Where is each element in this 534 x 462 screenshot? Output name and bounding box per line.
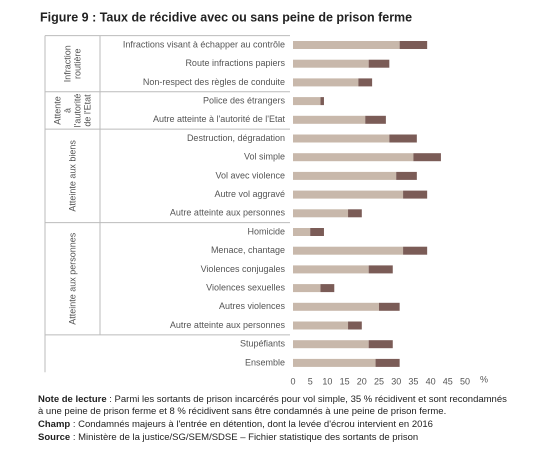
x-tick-label: 0 — [290, 376, 295, 386]
bar — [293, 41, 400, 49]
bar — [293, 115, 366, 124]
bar — [365, 115, 386, 124]
bar — [293, 358, 376, 367]
bar — [293, 321, 349, 330]
group-label: routière — [72, 48, 82, 79]
x-tick-label: 50 — [460, 376, 470, 386]
note-label: Champ — [38, 419, 71, 430]
bar — [389, 134, 417, 143]
category-label: Autre atteinte aux personnes — [170, 320, 286, 330]
group-label: Infraction — [62, 45, 72, 82]
group-label: Atteinte aux biens — [67, 140, 77, 212]
bar — [293, 59, 369, 68]
x-tick-label: 25 — [374, 376, 384, 386]
category-label: Police des étrangers — [203, 95, 286, 105]
bar — [375, 358, 400, 367]
category-label: Autre atteinte à l'autorité de l'Etat — [153, 114, 286, 124]
x-tick-label: 40 — [426, 376, 436, 386]
bar — [293, 134, 390, 143]
bar — [293, 78, 359, 87]
group-label: à — [62, 108, 72, 113]
bar — [396, 171, 417, 180]
bar — [403, 190, 428, 199]
category-label: Homicide — [247, 226, 285, 236]
bar — [293, 302, 379, 311]
note-text: : Condamnés majeurs à l'entrée en détent… — [70, 419, 433, 430]
bar — [293, 340, 369, 349]
category-label: Ensemble — [245, 357, 285, 367]
bar — [293, 265, 369, 274]
x-tick-label: 15 — [340, 376, 350, 386]
bar — [320, 97, 324, 106]
category-label: Vol avec violence — [215, 170, 285, 180]
x-tick-label: 10 — [322, 376, 332, 386]
category-label: Violences sexuelles — [206, 282, 285, 292]
category-label: Route infractions papiers — [185, 58, 285, 68]
category-label: Stupéfiants — [240, 339, 286, 349]
notes: Note de lecture : Parmi les sortants de … — [38, 394, 508, 445]
group-label: Atteinte aux personnes — [67, 232, 77, 325]
bar — [293, 228, 311, 236]
note: Source : Ministère de la justice/SG/SEM/… — [38, 432, 508, 444]
note: Note de lecture : Parmi les sortants de … — [38, 394, 508, 418]
group-label: de l'Etat — [82, 94, 92, 127]
bar — [379, 302, 400, 311]
bar — [348, 321, 362, 330]
group-label: Attente — [52, 96, 62, 125]
category-label: Autres violences — [219, 301, 286, 311]
x-tick-label: 35 — [408, 376, 418, 386]
bar — [293, 284, 321, 293]
note-label: Source — [38, 432, 71, 443]
bar — [293, 171, 397, 180]
note-text: : Ministère de la justice/SG/SEM/SDSE – … — [70, 432, 419, 443]
bar — [293, 190, 404, 199]
group-label: l'autorité — [72, 94, 82, 128]
x-axis-label: % — [480, 374, 488, 384]
bar — [293, 209, 349, 218]
bar — [368, 340, 393, 349]
category-label: Menace, chantage — [211, 245, 285, 255]
bar — [399, 41, 428, 49]
x-tick-label: 5 — [308, 376, 313, 386]
bar — [413, 153, 441, 162]
x-tick-label: 45 — [443, 376, 453, 386]
bar — [293, 246, 404, 255]
category-label: Violences conjugales — [201, 264, 286, 274]
bar — [310, 228, 324, 236]
category-label: Non-respect des règles de conduite — [143, 77, 285, 87]
note: Champ : Condamnés majeurs à l'entrée en … — [38, 419, 508, 431]
bar — [293, 153, 414, 162]
chart-title: Figure 9 : Taux de récidive avec ou sans… — [40, 10, 412, 24]
x-tick-label: 20 — [357, 376, 367, 386]
category-label: Vol simple — [244, 152, 285, 162]
category-label: Destruction, dégradation — [187, 133, 285, 143]
bar — [368, 265, 393, 274]
chart: Figure 9 : Taux de récidive avec ou sans… — [40, 10, 488, 386]
x-tick-label: 30 — [391, 376, 401, 386]
category-label: Infractions visant à échapper au contrôl… — [123, 39, 285, 49]
bar — [403, 246, 428, 255]
category-label: Autre atteinte aux personnes — [170, 208, 286, 218]
note-label: Note de lecture — [38, 394, 107, 405]
note-text: : Parmi les sortants de prison incarcéré… — [38, 394, 507, 417]
bar — [293, 97, 321, 106]
bar — [320, 284, 335, 293]
category-label: Autre vol aggravé — [214, 189, 285, 199]
bar — [358, 78, 373, 87]
bar — [368, 59, 390, 68]
bar — [348, 209, 362, 218]
